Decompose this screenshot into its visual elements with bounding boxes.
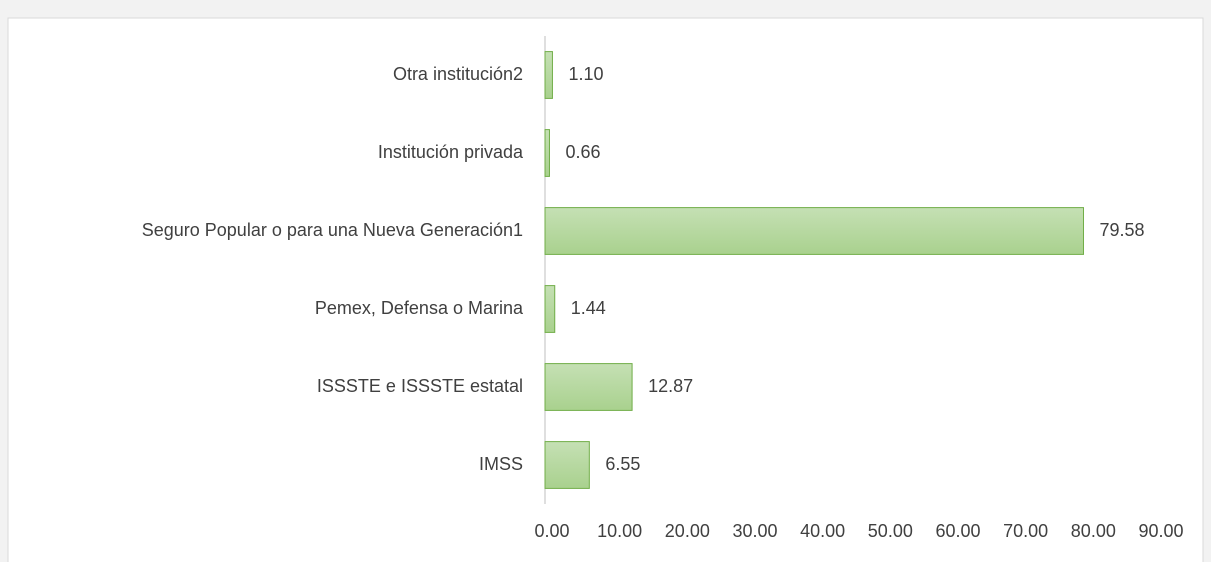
y-tick-label: Seguro Popular o para una Nueva Generaci… (142, 220, 523, 240)
value-label: 12.87 (648, 376, 693, 396)
bar (544, 363, 633, 411)
value-label: 0.66 (565, 142, 600, 162)
x-tick-label: 0.00 (534, 521, 569, 541)
x-tick-label: 70.00 (1003, 521, 1048, 541)
value-label: 6.55 (605, 454, 640, 474)
y-tick-label: Pemex, Defensa o Marina (315, 298, 524, 318)
bar (544, 51, 553, 99)
x-tick-label: 60.00 (935, 521, 980, 541)
y-tick-label: IMSS (479, 454, 523, 474)
value-label: 1.44 (571, 298, 606, 318)
x-tick-label: 10.00 (597, 521, 642, 541)
bar (544, 129, 550, 177)
value-label: 79.58 (1099, 220, 1144, 240)
x-tick-label: 40.00 (800, 521, 845, 541)
bar (544, 441, 590, 489)
bar (544, 285, 556, 333)
y-tick-label: Otra institución2 (393, 64, 523, 84)
x-tick-label: 90.00 (1138, 521, 1183, 541)
x-tick-label: 20.00 (665, 521, 710, 541)
x-tick-label: 80.00 (1071, 521, 1116, 541)
y-tick-label: ISSSTE e ISSSTE estatal (317, 376, 523, 396)
y-tick-label: Institución privada (378, 142, 524, 162)
plot-frame (7, 17, 1204, 562)
x-tick-label: 30.00 (732, 521, 777, 541)
x-tick-label: 50.00 (868, 521, 913, 541)
value-label: 1.10 (568, 64, 603, 84)
bar (544, 207, 1084, 255)
